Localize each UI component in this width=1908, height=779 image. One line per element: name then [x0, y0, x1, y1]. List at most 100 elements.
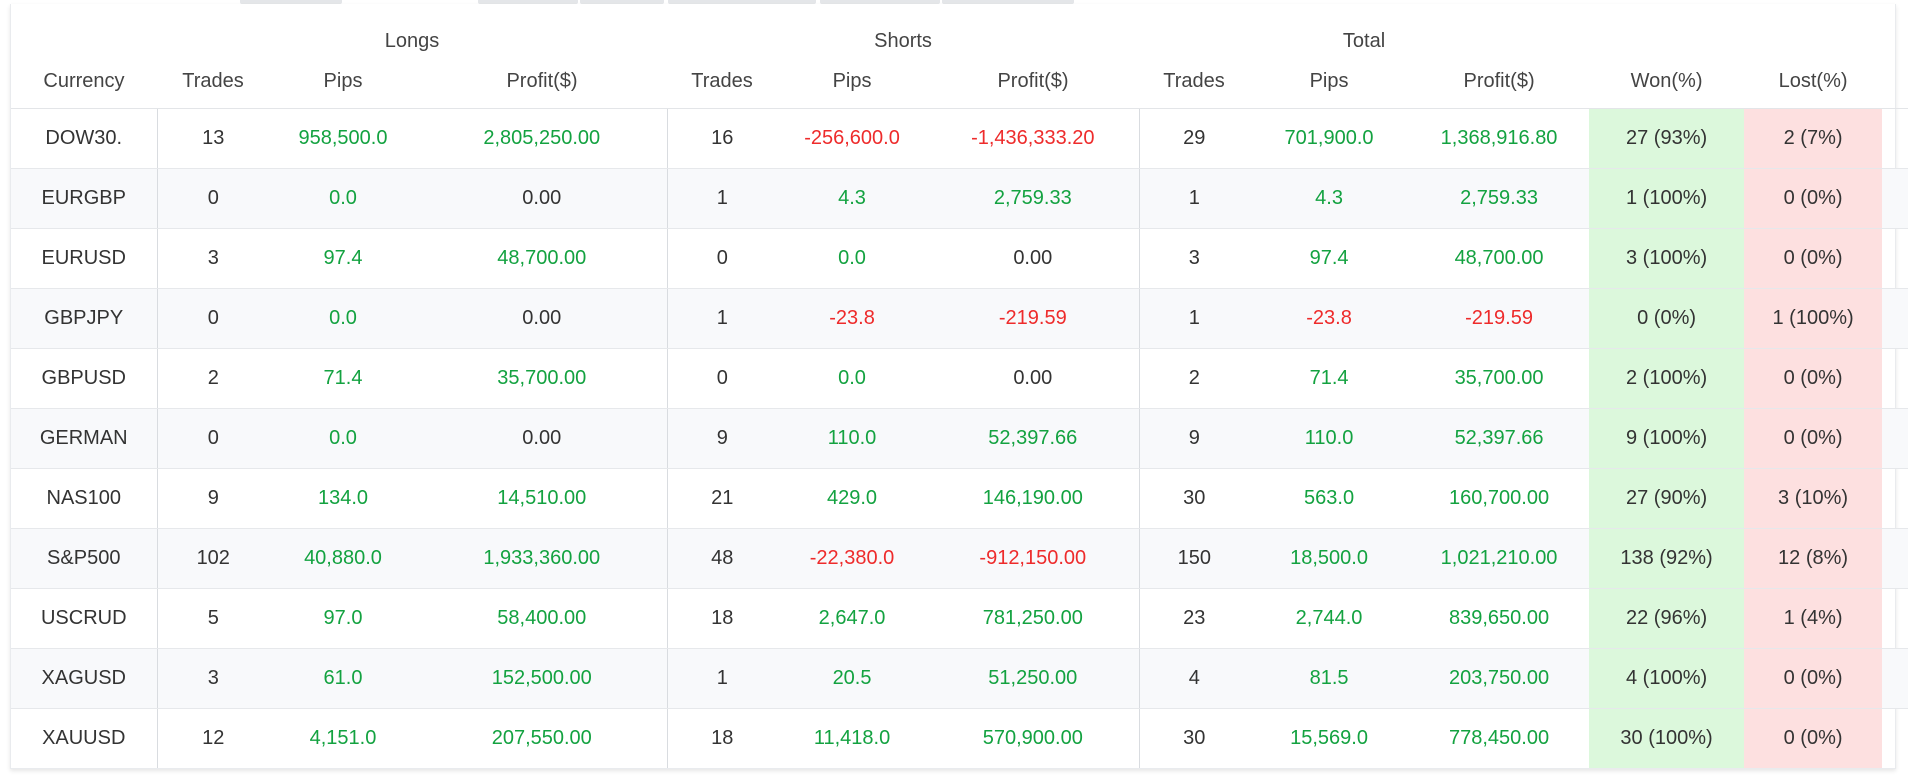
chart-button[interactable] — [1882, 108, 1908, 169]
cell-total-profit: -219.59 — [1409, 288, 1590, 349]
cell-currency: EURGBP — [11, 168, 158, 229]
cell-long-profit: 35,700.00 — [417, 348, 668, 409]
cell-long-pips: 71.4 — [269, 348, 417, 409]
cell-currency: XAUUSD — [11, 708, 158, 768]
cell-lost: 0 (0%) — [1744, 228, 1883, 289]
group-header-row: Longs Shorts Total — [11, 4, 1908, 55]
cell-long-pips: 97.0 — [269, 588, 417, 649]
chart-button[interactable] — [1882, 168, 1908, 229]
col-long-pips[interactable]: Pips — [269, 55, 417, 109]
cell-long-profit: 14,510.00 — [417, 468, 668, 529]
cell-long-pips: 0.0 — [269, 168, 417, 229]
cell-short-pips: 110.0 — [777, 408, 928, 469]
cell-won: 22 (96%) — [1589, 588, 1745, 649]
col-lost[interactable]: Lost(%) — [1744, 55, 1883, 109]
cell-short-pips: 20.5 — [777, 648, 928, 709]
chart-button[interactable] — [1882, 648, 1908, 709]
col-total-profit[interactable]: Profit($) — [1409, 55, 1590, 109]
copy-icon[interactable] — [1882, 69, 1908, 95]
cell-currency: NAS100 — [11, 468, 158, 529]
cell-long-pips: 134.0 — [269, 468, 417, 529]
cell-long-pips: 97.4 — [269, 228, 417, 289]
col-long-profit[interactable]: Profit($) — [417, 55, 668, 109]
cell-long-pips: 40,880.0 — [269, 528, 417, 589]
col-total-pips[interactable]: Pips — [1249, 55, 1410, 109]
cell-total-profit: 1,021,210.00 — [1409, 528, 1590, 589]
cell-total-profit: 35,700.00 — [1409, 348, 1590, 409]
table-row: NAS100 9 134.0 14,510.00 21 429.0 146,190.00 30… — [11, 468, 1908, 529]
cell-short-profit: 570,900.00 — [927, 708, 1140, 768]
cell-currency: USCRUD — [11, 588, 158, 649]
col-short-profit[interactable]: Profit($) — [927, 55, 1140, 109]
chart-button[interactable] — [1882, 288, 1908, 349]
table-row: XAGUSD 3 61.0 152,500.00 1 20.5 51,250.00 4 81.5… — [11, 648, 1908, 709]
cell-short-trades: 18 — [667, 588, 778, 649]
cell-long-pips: 958,500.0 — [269, 108, 417, 169]
symbols-stats-table: Longs Shorts Total Currency Trades Pips … — [11, 4, 1908, 768]
cell-long-profit: 152,500.00 — [417, 648, 668, 709]
col-currency[interactable]: Currency — [11, 55, 157, 109]
cell-long-profit: 207,550.00 — [417, 708, 668, 768]
cell-short-profit: 146,190.00 — [927, 468, 1140, 529]
cell-won: 1 (100%) — [1589, 168, 1745, 229]
cell-short-pips: 0.0 — [777, 348, 928, 409]
chart-button[interactable] — [1882, 408, 1908, 469]
cell-long-profit: 48,700.00 — [417, 228, 668, 289]
cell-total-pips: 81.5 — [1249, 648, 1410, 709]
cell-total-profit: 839,650.00 — [1409, 588, 1590, 649]
cell-short-pips: 0.0 — [777, 228, 928, 289]
table-body: DOW30. 13 958,500.0 2,805,250.00 16 -256,600.… — [11, 108, 1908, 769]
cell-total-trades: 9 — [1139, 408, 1250, 469]
col-total-trades[interactable]: Trades — [1139, 55, 1250, 109]
chart-button[interactable] — [1882, 348, 1908, 409]
chart-button[interactable] — [1882, 528, 1908, 589]
tab[interactable] — [580, 0, 664, 4]
cell-total-pips: 110.0 — [1249, 408, 1410, 469]
cell-short-trades: 9 — [667, 408, 778, 469]
cell-total-profit: 160,700.00 — [1409, 468, 1590, 529]
cell-short-trades: 0 — [667, 228, 778, 289]
cell-currency: DOW30. — [11, 108, 158, 169]
cell-total-profit: 1,368,916.80 — [1409, 108, 1590, 169]
chart-button[interactable] — [1882, 228, 1908, 289]
cell-long-profit: 0.00 — [417, 168, 668, 229]
tab[interactable] — [478, 0, 578, 4]
cell-lost: 0 (0%) — [1744, 168, 1883, 229]
cell-short-profit: 0.00 — [927, 228, 1140, 289]
cell-total-trades: 29 — [1139, 108, 1250, 169]
group-total: Total — [1342, 30, 1386, 52]
cell-total-profit: 778,450.00 — [1449, 727, 1550, 749]
cell-short-pips: 11,418.0 — [813, 727, 891, 749]
chart-button[interactable] — [1882, 468, 1908, 529]
chart-button[interactable] — [1882, 588, 1908, 649]
cell-total-trades: 1 — [1139, 168, 1250, 229]
cell-long-trades: 12 — [202, 727, 225, 749]
table-row: GERMAN 0 0.0 0.00 9 110.0 52,397.66 9 110.0 52,39… — [11, 408, 1908, 469]
col-won[interactable]: Won(%) — [1589, 55, 1745, 109]
cell-short-profit: 781,250.00 — [927, 588, 1140, 649]
cell-lost: 0 (0%) — [1744, 708, 1883, 768]
tab[interactable] — [942, 0, 1074, 4]
col-short-pips[interactable]: Pips — [777, 55, 928, 109]
cell-lost: 3 (10%) — [1744, 468, 1883, 529]
cell-long-trades: 102 — [157, 528, 269, 589]
chart-button[interactable] — [1882, 709, 1908, 769]
cell-won: 4 (100%) — [1589, 648, 1745, 709]
table-row: S&P500 102 40,880.0 1,933,360.00 48 -22,380.0… — [11, 528, 1908, 589]
table-row: EURUSD 3 97.4 48,700.00 0 0.0 0.00 3 97.4 48,700.… — [11, 228, 1908, 289]
cell-short-profit: -1,436,333.20 — [927, 108, 1140, 169]
col-short-trades[interactable]: Trades — [667, 55, 778, 109]
tab[interactable] — [820, 0, 940, 4]
cell-total-trades: 3 — [1139, 228, 1250, 289]
cell-lost: 0 (0%) — [1744, 348, 1883, 409]
table-row: DOW30. 13 958,500.0 2,805,250.00 16 -256,600.… — [11, 108, 1908, 169]
group-longs: Longs — [384, 30, 440, 52]
col-long-trades[interactable]: Trades — [157, 55, 269, 109]
tab[interactable] — [668, 0, 816, 4]
copy-button[interactable] — [1882, 55, 1908, 109]
cell-currency: GERMAN — [11, 408, 158, 469]
cell-total-pips: 2,744.0 — [1249, 588, 1410, 649]
cell-long-trades: 5 — [157, 588, 269, 649]
tab[interactable] — [240, 0, 342, 4]
group-shorts: Shorts — [874, 30, 932, 52]
